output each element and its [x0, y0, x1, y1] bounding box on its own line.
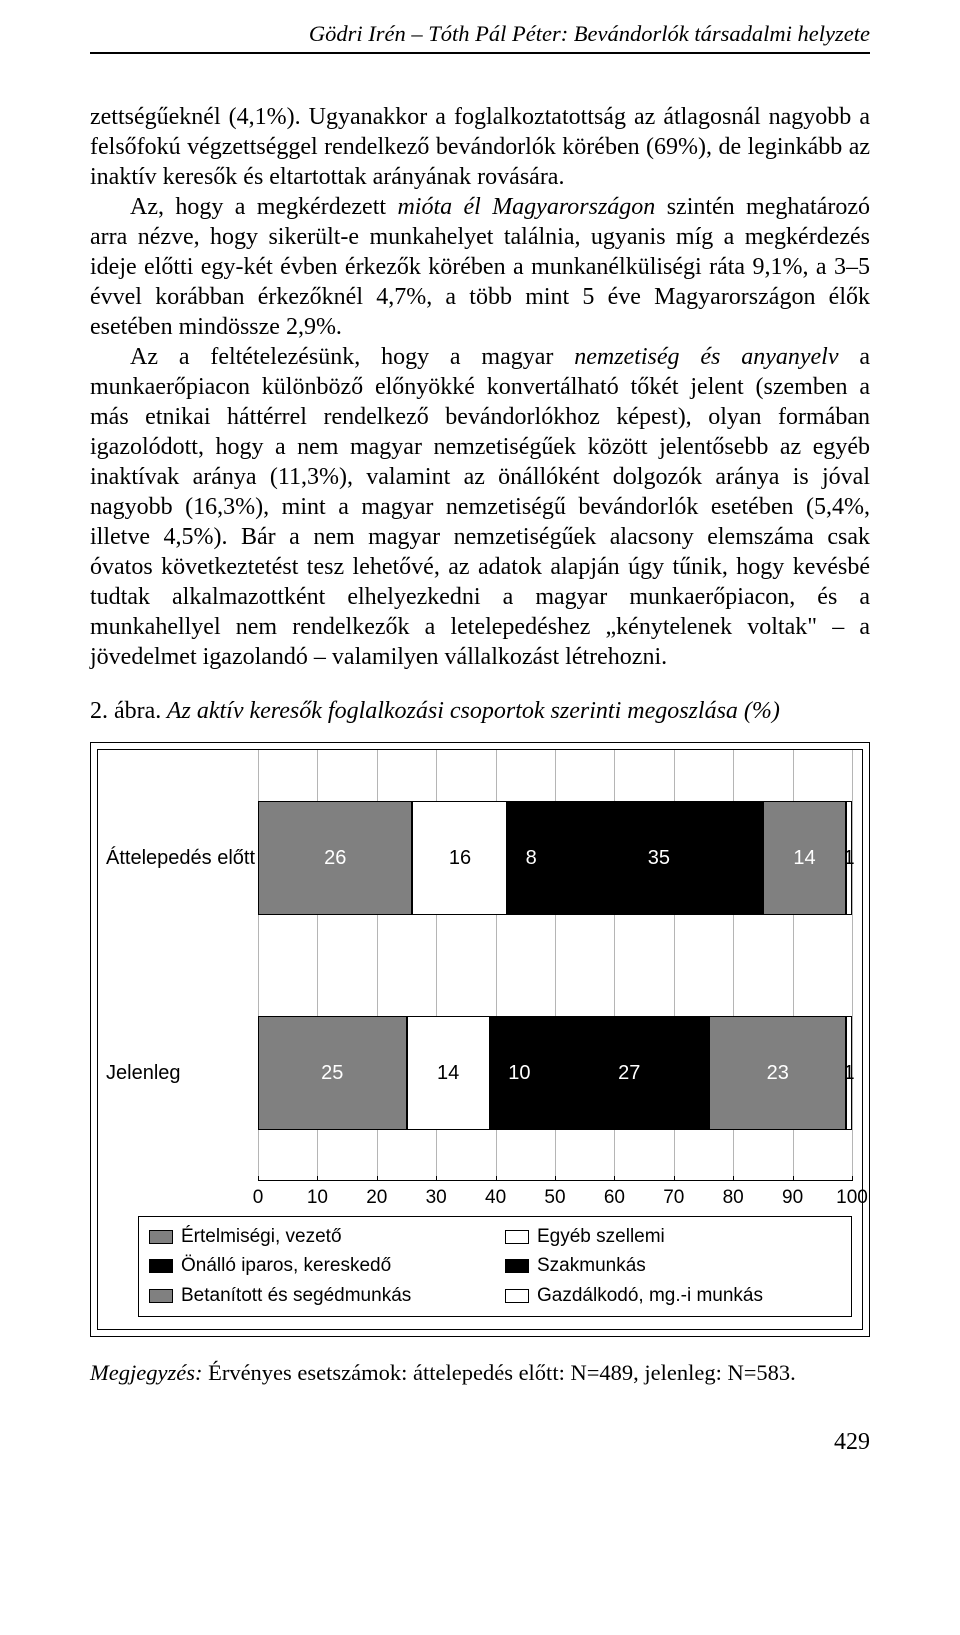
header-rule — [90, 52, 870, 54]
bar-row: 25141027231 — [258, 1016, 852, 1130]
chart-outer-frame: Áttelepedés előttJelenleg 26168351412514… — [90, 742, 870, 1337]
p3-emph: nemzetiség és anyanyelv — [574, 344, 838, 370]
legend-item: Gazdálkodó, mg.-i munkás — [505, 1284, 841, 1308]
x-tick-label: 0 — [253, 1186, 264, 1210]
x-tick-mark — [674, 1176, 675, 1181]
figure-title: Az aktív keresők foglalkozási csoportok … — [161, 698, 780, 724]
bar-segment: 8 — [507, 801, 555, 915]
x-tick-label: 40 — [485, 1186, 506, 1210]
bar-segment: 35 — [555, 801, 763, 915]
legend-swatch — [149, 1259, 173, 1273]
note-label: Megjegyzés: — [90, 1360, 202, 1385]
bar-segment: 23 — [709, 1016, 846, 1130]
bar-segment: 10 — [490, 1016, 549, 1130]
x-tick-label: 60 — [604, 1186, 625, 1210]
x-tick-mark — [436, 1176, 437, 1181]
x-tick-label: 20 — [366, 1186, 387, 1210]
legend-item: Egyéb szellemi — [505, 1225, 841, 1249]
category-label: Áttelepedés előtt — [98, 801, 258, 915]
bar-segment: 27 — [549, 1016, 709, 1130]
p3-text-after: a munkaerőpiacon különböző előnyökké kon… — [90, 344, 870, 670]
note-text: Érvényes esetszámok: áttelepedés előtt: … — [202, 1360, 795, 1385]
legend-swatch — [149, 1230, 173, 1244]
bar-segment: 1 — [846, 801, 852, 915]
p2-text-before: Az, hogy a megkérdezett — [130, 194, 397, 220]
legend-item: Betanított és segédmunkás — [149, 1284, 485, 1308]
gridline — [852, 750, 853, 1180]
legend-swatch — [149, 1289, 173, 1303]
body-paragraph-1: zettségűeknél (4,1%). Ugyanakkor a fogla… — [90, 102, 870, 192]
x-tick-label: 100 — [836, 1186, 868, 1210]
legend-label: Értelmiségi, vezető — [181, 1225, 342, 1249]
legend-label: Önálló iparos, kereskedő — [181, 1254, 391, 1278]
legend: Értelmiségi, vezető Egyéb szellemi Önálló … — [138, 1216, 852, 1317]
bar-segment: 1 — [846, 1016, 852, 1130]
x-tick-label: 50 — [544, 1186, 565, 1210]
x-tick-mark — [852, 1176, 853, 1181]
legend-label: Szakmunkás — [537, 1254, 646, 1278]
legend-swatch — [505, 1230, 529, 1244]
x-tick-label: 30 — [426, 1186, 447, 1210]
x-tick-mark — [377, 1176, 378, 1181]
body-paragraph-2: Az, hogy a megkérdezett mióta él Magyaro… — [90, 192, 870, 342]
x-tick-label: 10 — [307, 1186, 328, 1210]
x-tick-mark — [793, 1176, 794, 1181]
figure-note: Megjegyzés: Érvényes esetszámok: áttelep… — [90, 1359, 870, 1387]
bar-segment: 25 — [258, 1016, 407, 1130]
legend-item: Önálló iparos, kereskedő — [149, 1254, 485, 1278]
stacked-bar-chart: Áttelepedés előttJelenleg 26168351412514… — [97, 749, 863, 1330]
figure-number: 2. ábra. — [90, 698, 161, 724]
page-number: 429 — [90, 1427, 870, 1457]
legend-label: Betanított és segédmunkás — [181, 1284, 411, 1308]
x-tick-mark — [317, 1176, 318, 1181]
x-tick-mark — [555, 1176, 556, 1181]
x-tick-mark — [258, 1176, 259, 1181]
x-tick-label: 70 — [663, 1186, 684, 1210]
x-tick-mark — [496, 1176, 497, 1181]
x-tick-mark — [733, 1176, 734, 1181]
legend-label: Gazdálkodó, mg.-i munkás — [537, 1284, 763, 1308]
body-paragraph-3: Az a feltételezésünk, hogy a magyar nemz… — [90, 342, 870, 672]
legend-item: Értelmiségi, vezető — [149, 1225, 485, 1249]
legend-label: Egyéb szellemi — [537, 1225, 665, 1249]
category-label: Jelenleg — [98, 1016, 258, 1130]
bar-row: 2616835141 — [258, 801, 852, 915]
p3-text-before: Az a feltételezésünk, hogy a magyar — [130, 344, 574, 370]
legend-swatch — [505, 1259, 529, 1273]
bar-segment: 14 — [763, 801, 846, 915]
x-tick-label: 90 — [782, 1186, 803, 1210]
legend-swatch — [505, 1289, 529, 1303]
x-axis: 0102030405060708090100 — [258, 1180, 852, 1210]
legend-item: Szakmunkás — [505, 1254, 841, 1278]
bar-segment: 14 — [407, 1016, 490, 1130]
x-tick-label: 80 — [723, 1186, 744, 1210]
bar-segment: 26 — [258, 801, 412, 915]
figure-caption: 2. ábra. Az aktív keresők foglalkozási c… — [90, 696, 870, 726]
plot-area: 261683514125141027231 — [258, 750, 852, 1180]
x-tick-mark — [614, 1176, 615, 1181]
p2-emph: mióta él Magyarországon — [397, 194, 655, 220]
bar-segment: 16 — [412, 801, 507, 915]
running-header: Gödri Irén – Tóth Pál Péter: Bevándorlók… — [90, 20, 870, 48]
